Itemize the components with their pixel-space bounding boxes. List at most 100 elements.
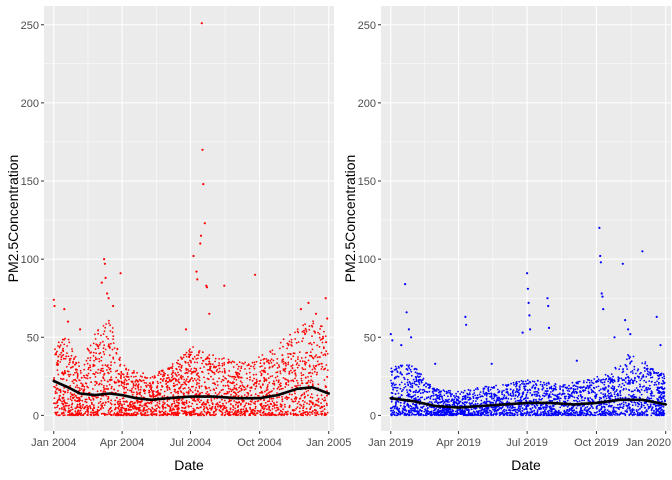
- data-point: [477, 396, 480, 399]
- data-point: [140, 380, 143, 383]
- data-point: [205, 392, 208, 395]
- data-point: [429, 411, 431, 414]
- data-point: [143, 414, 146, 417]
- data-point: [204, 385, 207, 388]
- data-point: [168, 379, 171, 382]
- data-point: [252, 412, 255, 415]
- data-point: [220, 411, 223, 413]
- data-point: [308, 365, 311, 368]
- data-point: [520, 405, 522, 408]
- data-point: [498, 414, 501, 417]
- data-point: [132, 414, 135, 417]
- data-point: [558, 397, 560, 400]
- data-point: [391, 411, 394, 414]
- data-point: [225, 377, 228, 380]
- data-point: [306, 411, 308, 413]
- data-point: [196, 413, 199, 415]
- data-point: [326, 352, 329, 355]
- data-point: [544, 412, 547, 414]
- data-point: [514, 397, 516, 400]
- data-point-outlier: [307, 301, 310, 304]
- data-point: [495, 384, 497, 387]
- data-point: [87, 368, 90, 371]
- data-point: [396, 400, 399, 403]
- data-point: [131, 387, 134, 390]
- data-point: [126, 414, 128, 417]
- data-point: [192, 413, 194, 416]
- data-point: [242, 408, 245, 411]
- data-point: [187, 368, 189, 371]
- data-point: [618, 414, 621, 416]
- data-point: [455, 395, 458, 398]
- data-point: [578, 386, 581, 389]
- data-point: [557, 409, 560, 412]
- data-point: [182, 412, 185, 415]
- data-point: [105, 413, 108, 416]
- data-point: [409, 368, 412, 371]
- data-point: [527, 414, 530, 416]
- data-point: [168, 367, 171, 370]
- data-point: [416, 375, 419, 377]
- data-point: [273, 414, 276, 416]
- data-point: [287, 363, 290, 366]
- data-point: [410, 374, 413, 377]
- data-point: [187, 375, 189, 378]
- data-point: [283, 403, 286, 406]
- data-point: [273, 383, 276, 386]
- data-point: [433, 409, 435, 412]
- data-point: [64, 409, 67, 412]
- data-point: [422, 388, 425, 391]
- data-point: [140, 401, 142, 404]
- data-point: [421, 389, 424, 391]
- data-point: [294, 392, 296, 395]
- data-point: [61, 349, 64, 352]
- data-point: [501, 398, 504, 401]
- data-point: [213, 382, 216, 385]
- data-point: [93, 359, 95, 362]
- data-point: [89, 406, 92, 409]
- data-point: [302, 412, 305, 414]
- data-point: [240, 395, 243, 398]
- data-point: [592, 382, 595, 385]
- data-point: [517, 407, 520, 410]
- data-point: [223, 368, 226, 370]
- data-point: [195, 386, 198, 389]
- data-point: [564, 384, 566, 386]
- data-point: [541, 388, 544, 391]
- data-point-outlier: [66, 320, 70, 323]
- data-point: [487, 386, 490, 389]
- data-point: [419, 388, 421, 391]
- data-point: [569, 412, 572, 415]
- data-point: [281, 404, 283, 406]
- data-point: [531, 380, 534, 383]
- data-point: [230, 361, 233, 364]
- data-point: [95, 410, 97, 413]
- data-point: [548, 399, 551, 402]
- data-point: [555, 398, 557, 401]
- y-tick-label: 250: [21, 20, 39, 32]
- data-point: [62, 411, 65, 414]
- data-point: [529, 392, 532, 394]
- data-point: [424, 408, 427, 411]
- data-point: [624, 363, 627, 366]
- data-point: [195, 383, 198, 386]
- data-point: [567, 397, 570, 400]
- data-point: [72, 382, 75, 384]
- data-point: [188, 355, 190, 358]
- data-point: [102, 402, 105, 404]
- data-point-outlier: [192, 254, 195, 258]
- data-point: [264, 371, 267, 374]
- data-point: [191, 391, 194, 394]
- data-point: [609, 414, 611, 417]
- data-point: [95, 352, 97, 354]
- data-point: [520, 411, 522, 414]
- data-point: [218, 358, 221, 360]
- data-point: [311, 396, 314, 399]
- data-point: [200, 356, 203, 359]
- data-point: [581, 386, 584, 389]
- data-point: [135, 393, 138, 396]
- data-point: [604, 389, 606, 391]
- data-point: [302, 403, 305, 406]
- data-point: [78, 403, 81, 406]
